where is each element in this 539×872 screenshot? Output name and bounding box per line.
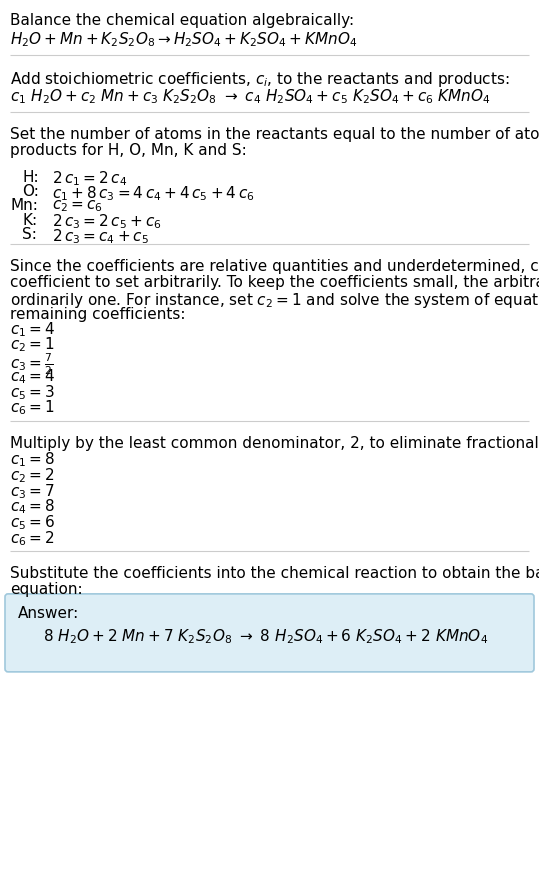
Text: Set the number of atoms in the reactants equal to the number of atoms in the: Set the number of atoms in the reactants… — [10, 127, 539, 142]
Text: $c_{2} = 2$: $c_{2} = 2$ — [10, 467, 54, 485]
Text: $c_{1}\ H_{2}O + c_{2}\ Mn + c_{3}\ K_{2}S_{2}O_{8}\ \rightarrow\ c_{4}\ H_{2}SO: $c_{1}\ H_{2}O + c_{2}\ Mn + c_{3}\ K_{2… — [10, 87, 490, 106]
Text: Substitute the coefficients into the chemical reaction to obtain the balanced: Substitute the coefficients into the che… — [10, 566, 539, 581]
Text: $c_{2} = 1$: $c_{2} = 1$ — [10, 336, 54, 355]
Text: $c_{4} = 8$: $c_{4} = 8$ — [10, 498, 55, 516]
Text: Mn:: Mn: — [10, 199, 38, 214]
Text: K:: K: — [22, 213, 37, 228]
Text: $2\,c_{3} = 2\,c_{5} + c_{6}$: $2\,c_{3} = 2\,c_{5} + c_{6}$ — [52, 213, 162, 231]
Text: H:: H: — [22, 170, 39, 185]
Text: ordinarily one. For instance, set $c_{2} = 1$ and solve the system of equations : ordinarily one. For instance, set $c_{2}… — [10, 290, 539, 310]
Text: equation:: equation: — [10, 582, 82, 597]
Text: $c_{5} = 6$: $c_{5} = 6$ — [10, 514, 55, 532]
Text: $c_{1} + 8\,c_{3} = 4\,c_{4} + 4\,c_{5} + 4\,c_{6}$: $c_{1} + 8\,c_{3} = 4\,c_{4} + 4\,c_{5} … — [52, 184, 254, 203]
Text: $c_{2} = c_{6}$: $c_{2} = c_{6}$ — [52, 199, 103, 215]
FancyBboxPatch shape — [5, 594, 534, 671]
Text: $c_{3} = \frac{7}{2}$: $c_{3} = \frac{7}{2}$ — [10, 351, 53, 377]
Text: $c_{1} = 4$: $c_{1} = 4$ — [10, 320, 55, 338]
Text: $c_{1} = 8$: $c_{1} = 8$ — [10, 451, 55, 469]
Text: $8\ H_{2}O + 2\ Mn + 7\ K_{2}S_{2}O_{8}\ \rightarrow\ 8\ H_{2}SO_{4} + 6\ K_{2}S: $8\ H_{2}O + 2\ Mn + 7\ K_{2}S_{2}O_{8}\… — [43, 627, 488, 646]
Text: Add stoichiometric coefficients, $c_{i}$, to the reactants and products:: Add stoichiometric coefficients, $c_{i}$… — [10, 70, 509, 89]
Text: products for H, O, Mn, K and S:: products for H, O, Mn, K and S: — [10, 143, 247, 158]
Text: $c_{4} = 4$: $c_{4} = 4$ — [10, 367, 55, 386]
Text: $c_{6} = 1$: $c_{6} = 1$ — [10, 399, 54, 418]
Text: $2\,c_{1} = 2\,c_{4}$: $2\,c_{1} = 2\,c_{4}$ — [52, 170, 127, 188]
Text: $2\,c_{3} = c_{4} + c_{5}$: $2\,c_{3} = c_{4} + c_{5}$ — [52, 227, 149, 246]
Text: Since the coefficients are relative quantities and underdetermined, choose a: Since the coefficients are relative quan… — [10, 259, 539, 274]
Text: $H_{2}O + Mn + K_{2}S_{2}O_{8}  \rightarrow  H_{2}SO_{4} + K_{2}SO_{4} + KMnO_{4: $H_{2}O + Mn + K_{2}S_{2}O_{8} \rightarr… — [10, 31, 357, 49]
Text: $c_{3} = 7$: $c_{3} = 7$ — [10, 482, 55, 501]
Text: remaining coefficients:: remaining coefficients: — [10, 307, 185, 322]
Text: $c_{6} = 2$: $c_{6} = 2$ — [10, 529, 54, 548]
Text: $c_{5} = 3$: $c_{5} = 3$ — [10, 383, 55, 402]
Text: Multiply by the least common denominator, 2, to eliminate fractional coefficient: Multiply by the least common denominator… — [10, 435, 539, 451]
Text: Balance the chemical equation algebraically:: Balance the chemical equation algebraica… — [10, 13, 354, 28]
Text: Answer:: Answer: — [18, 606, 79, 621]
Text: coefficient to set arbitrarily. To keep the coefficients small, the arbitrary va: coefficient to set arbitrarily. To keep … — [10, 275, 539, 290]
Text: S:: S: — [22, 227, 37, 242]
Text: O:: O: — [22, 184, 39, 199]
